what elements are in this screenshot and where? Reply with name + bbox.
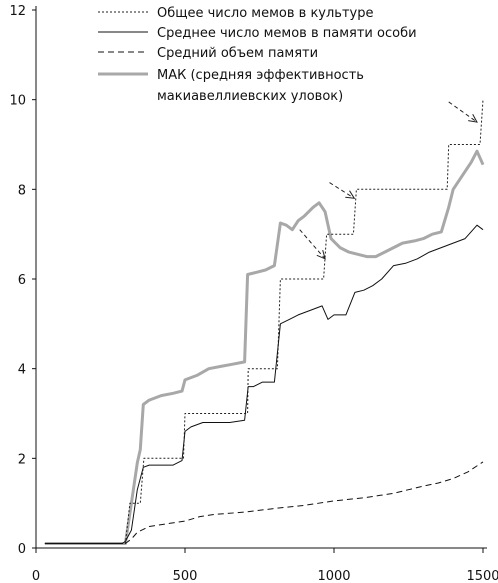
x-tick-label: 0	[32, 569, 40, 583]
legend-label: МАК (средняя эффективность	[157, 68, 364, 83]
y-tick-label: 12	[9, 4, 26, 19]
legend-label: макиавеллиевских уловок)	[157, 89, 343, 104]
series-line-total	[44, 99, 484, 544]
legend-label: Средний объем памяти	[157, 46, 318, 61]
x-tick-label: 500	[173, 569, 198, 583]
y-tick-label: 6	[18, 273, 26, 288]
annotation-arrow-head	[345, 190, 356, 199]
y-tick-label: 10	[9, 94, 26, 109]
annotation-arrow-shaft	[329, 182, 355, 199]
annotation-arrow-shaft	[299, 229, 326, 260]
legend-label: Общее число мемов в культуре	[157, 6, 373, 21]
y-tick-label: 8	[18, 183, 26, 198]
series-line-mac	[44, 149, 485, 545]
annotation-arrow-shaft	[448, 101, 478, 123]
y-tick-label: 2	[18, 452, 26, 467]
y-tick-label: 0	[18, 542, 26, 557]
axes: 0 2 4 6 8 10 12 0 500 1000 1500	[9, 4, 498, 583]
annotation-arrow-head	[468, 113, 478, 123]
y-tick-label: 4	[18, 363, 26, 378]
legend: Общее число мемов в культуре Среднее числ…	[98, 6, 417, 104]
legend-label: Среднее число мемов в памяти особи	[157, 26, 417, 41]
series-line-memory	[44, 461, 484, 544]
series-layer	[44, 99, 485, 545]
annotation-layer	[299, 101, 478, 260]
annotation-arrow-head	[316, 249, 326, 260]
x-tick-label: 1500	[466, 569, 498, 583]
x-tick-label: 1000	[317, 569, 350, 583]
series-line-mean	[44, 224, 484, 544]
